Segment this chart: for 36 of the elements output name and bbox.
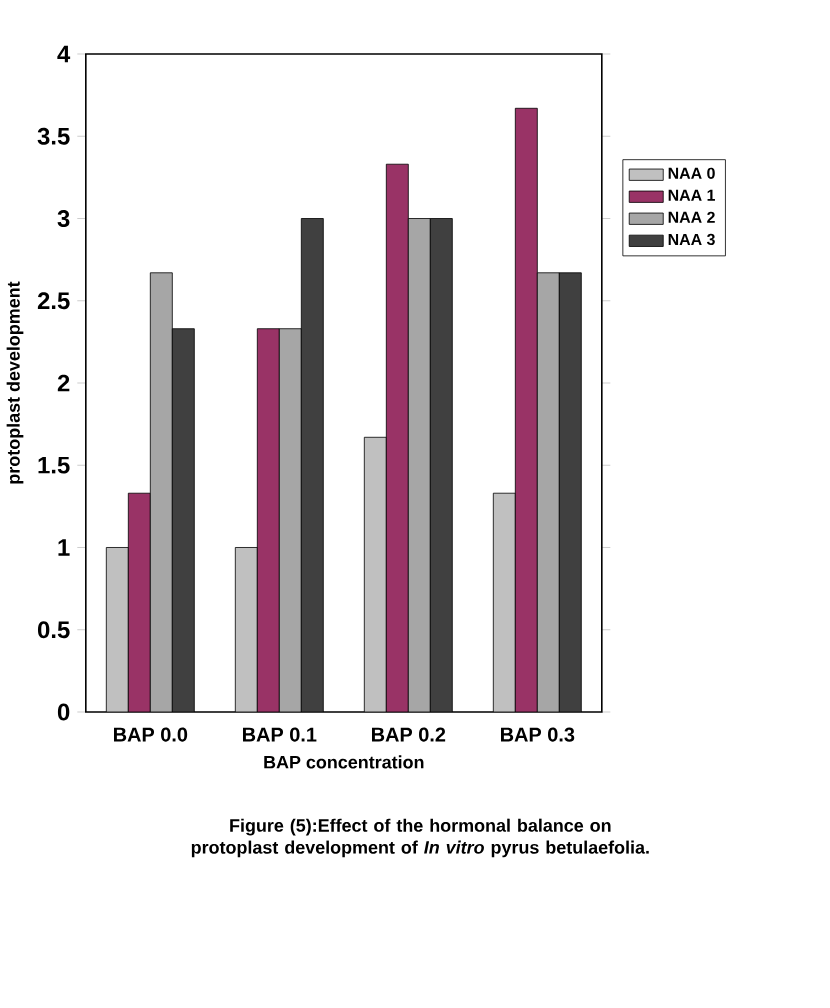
bar (279, 328, 302, 712)
y-tick-label: 0.5 (37, 621, 70, 639)
legend-label: NAA 3 (668, 233, 715, 246)
legend-label: NAA 0 (668, 167, 715, 179)
bar (128, 493, 151, 712)
y-tick-label: 0 (57, 703, 70, 721)
x-tick-label: BAP 0.3 (500, 727, 575, 742)
bar (430, 218, 453, 712)
legend-label: NAA 1 (668, 189, 715, 201)
y-tick-label: 2.5 (37, 292, 70, 310)
y-tick-label: 1.5 (38, 456, 70, 474)
y-axis-title: protoplast development (6, 281, 24, 484)
legend-label: NAA 2 (668, 211, 715, 223)
x-tick-label: BAP 0.0 (113, 727, 187, 742)
bar (386, 164, 409, 712)
y-tick-label: 3.5 (37, 127, 70, 145)
y-tick-label: 2 (57, 374, 70, 392)
y-tick-label: 3 (57, 210, 70, 227)
bar (364, 437, 387, 712)
x-tick-label: BAP 0.2 (371, 727, 445, 742)
y-tick-label: 4 (57, 45, 70, 63)
bar (558, 272, 582, 712)
bar (235, 547, 258, 712)
x-axis-title: BAP concentration (264, 755, 424, 769)
bar (492, 492, 516, 712)
bar (106, 547, 129, 712)
bar (172, 328, 195, 712)
bar (408, 218, 431, 712)
bar (536, 272, 560, 712)
bar (301, 218, 324, 712)
bar (257, 328, 280, 712)
bar (150, 272, 173, 712)
y-tick-label: 1 (58, 539, 70, 556)
x-tick-label: BAP 0.1 (242, 727, 317, 742)
bar (514, 107, 538, 712)
text: Figure (5):Effect of the hormonal balance on protoplast development of In vitro pyrus betulaefolia. (191, 818, 649, 858)
